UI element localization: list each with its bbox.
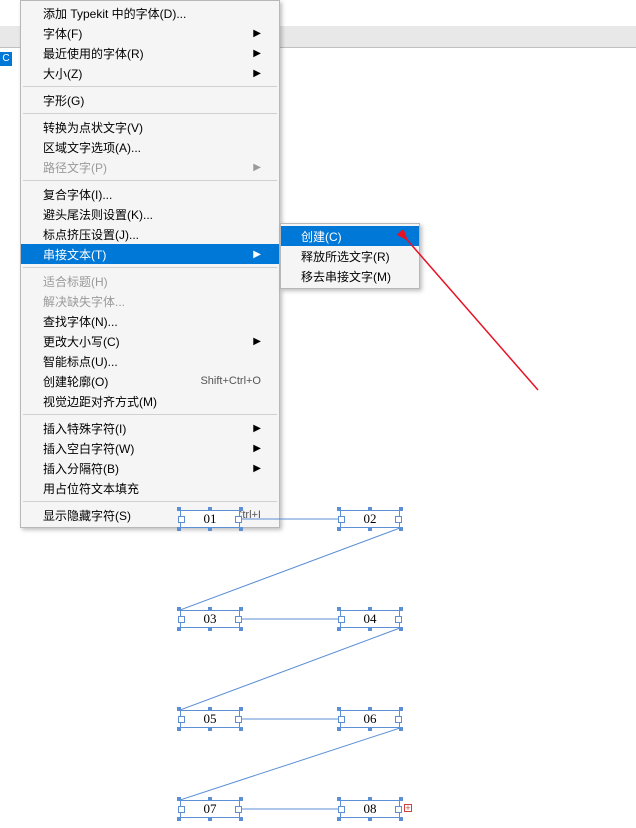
menu-separator: [23, 113, 277, 114]
menu-item-label: 解决缺失字体...: [43, 293, 125, 310]
text-frame[interactable]: 02: [340, 510, 400, 528]
menu-item-label: 插入分隔符(B): [43, 460, 119, 477]
submenu-item[interactable]: 移去串接文字(M): [281, 266, 419, 286]
menu-item-label: 字体(F): [43, 25, 82, 42]
menu-item[interactable]: 添加 Typekit 中的字体(D)...: [21, 3, 279, 23]
menu-item[interactable]: 字形(G): [21, 90, 279, 110]
overflow-indicator-icon: +: [404, 804, 412, 812]
menu-item[interactable]: 最近使用的字体(R) ▶: [21, 43, 279, 63]
submenu-item[interactable]: 创建(C): [281, 226, 419, 246]
menu-item-label: 区域文字选项(A)...: [43, 139, 141, 156]
menu-item-label: 智能标点(U)...: [43, 353, 118, 370]
menu-item-label: 插入特殊字符(I): [43, 420, 126, 437]
chevron-right-icon: ▶: [253, 463, 261, 474]
menu-item[interactable]: 标点挤压设置(J)...: [21, 224, 279, 244]
menu-item-label: 添加 Typekit 中的字体(D)...: [43, 5, 186, 22]
menu-item[interactable]: 视觉边距对齐方式(M): [21, 391, 279, 411]
menu-item[interactable]: 字体(F) ▶: [21, 23, 279, 43]
menu-separator: [23, 267, 277, 268]
menu-item: 适合标题(H): [21, 271, 279, 291]
menu-item[interactable]: 插入空白字符(W) ▶: [21, 438, 279, 458]
side-marker: C: [0, 52, 12, 66]
text-frame[interactable]: 04: [340, 610, 400, 628]
menu-separator: [23, 501, 277, 502]
menu-item[interactable]: 转换为点状文字(V): [21, 117, 279, 137]
menu-item-label: 更改大小写(C): [43, 333, 120, 350]
menu-item-label: 插入空白字符(W): [43, 440, 134, 457]
menu-item[interactable]: 大小(Z) ▶: [21, 63, 279, 83]
menu-item-label: 大小(Z): [43, 65, 82, 82]
chevron-right-icon: ▶: [253, 162, 261, 173]
menu-item: 解决缺失字体...: [21, 291, 279, 311]
chevron-right-icon: ▶: [253, 48, 261, 59]
text-frame[interactable]: 07: [180, 800, 240, 818]
text-frame[interactable]: 03: [180, 610, 240, 628]
menu-item-label: 复合字体(I)...: [43, 186, 112, 203]
menu-item: 路径文字(P) ▶: [21, 157, 279, 177]
text-frame[interactable]: 01: [180, 510, 240, 528]
menu-item[interactable]: 查找字体(N)...: [21, 311, 279, 331]
menu-item[interactable]: 更改大小写(C) ▶: [21, 331, 279, 351]
menu-item-label: 查找字体(N)...: [43, 313, 118, 330]
type-context-menu: 添加 Typekit 中的字体(D)...字体(F)▶最近使用的字体(R)▶大小…: [20, 0, 280, 528]
menu-item-label: 用占位符文本填充: [43, 480, 139, 497]
text-frame[interactable]: 05: [180, 710, 240, 728]
menu-item-label: 视觉边距对齐方式(M): [43, 393, 157, 410]
menu-item-label: 串接文本(T): [43, 246, 106, 263]
menu-item-label: 创建轮廓(O): [43, 373, 108, 390]
submenu-item[interactable]: 释放所选文字(R): [281, 246, 419, 266]
chevron-right-icon: ▶: [253, 423, 261, 434]
chevron-right-icon: ▶: [253, 249, 261, 260]
menu-item[interactable]: 避头尾法则设置(K)...: [21, 204, 279, 224]
menu-item[interactable]: 创建轮廓(O) Shift+Ctrl+O: [21, 371, 279, 391]
chevron-right-icon: ▶: [253, 336, 261, 347]
menu-item[interactable]: 插入特殊字符(I) ▶: [21, 418, 279, 438]
menu-separator: [23, 414, 277, 415]
chevron-right-icon: ▶: [253, 443, 261, 454]
submenu-item-label: 移去串接文字(M): [301, 268, 391, 285]
submenu-item-label: 释放所选文字(R): [301, 248, 390, 265]
menu-item[interactable]: 插入分隔符(B) ▶: [21, 458, 279, 478]
menu-item[interactable]: 串接文本(T) ▶: [21, 244, 279, 264]
menu-item-label: 字形(G): [43, 92, 84, 109]
menu-shortcut: Shift+Ctrl+O: [200, 375, 261, 387]
text-frame[interactable]: 06: [340, 710, 400, 728]
menu-item[interactable]: 用占位符文本填充: [21, 478, 279, 498]
menu-item-label: 最近使用的字体(R): [43, 45, 144, 62]
chevron-right-icon: ▶: [253, 28, 261, 39]
text-frame[interactable]: 08: [340, 800, 400, 818]
menu-item-label: 标点挤压设置(J)...: [43, 226, 139, 243]
menu-item[interactable]: 区域文字选项(A)...: [21, 137, 279, 157]
menu-item-label: 显示隐藏字符(S): [43, 507, 131, 524]
menu-separator: [23, 180, 277, 181]
chevron-right-icon: ▶: [253, 68, 261, 79]
menu-separator: [23, 86, 277, 87]
menu-item-label: 转换为点状文字(V): [43, 119, 143, 136]
submenu-item-label: 创建(C): [301, 228, 342, 245]
menu-item-label: 适合标题(H): [43, 273, 108, 290]
threaded-text-diagram: 01 02 03 04 05 06 07 08 +: [180, 510, 410, 820]
menu-item[interactable]: 智能标点(U)...: [21, 351, 279, 371]
menu-item[interactable]: 复合字体(I)...: [21, 184, 279, 204]
threaded-text-submenu: 创建(C) 释放所选文字(R) 移去串接文字(M): [280, 223, 420, 289]
menu-item-label: 路径文字(P): [43, 159, 107, 176]
menu-item-label: 避头尾法则设置(K)...: [43, 206, 153, 223]
